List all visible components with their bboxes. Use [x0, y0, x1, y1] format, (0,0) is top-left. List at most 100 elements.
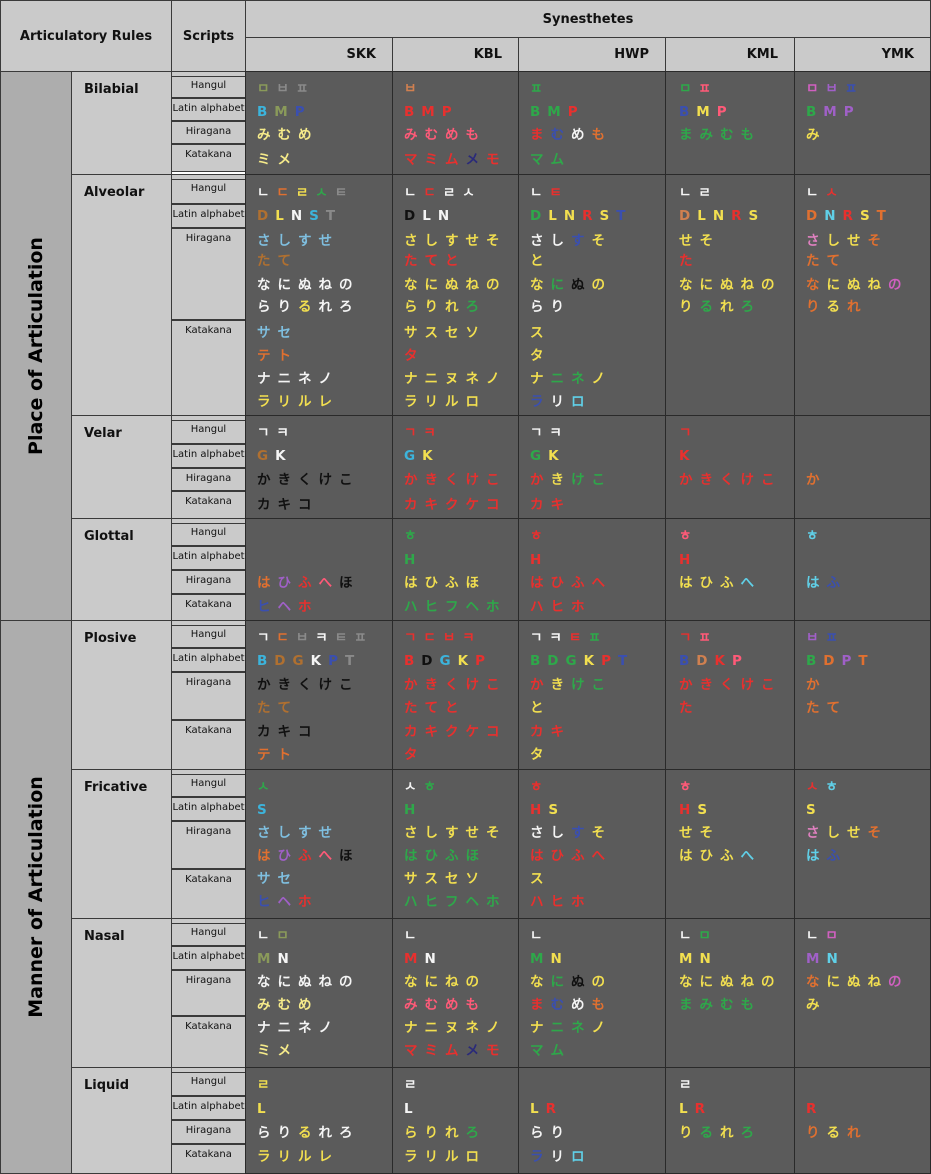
- grapheme: の: [339, 974, 353, 990]
- grapheme-line: L: [257, 1100, 273, 1118]
- grapheme: す: [445, 825, 459, 841]
- subject-header-hwp: HWP: [518, 37, 666, 72]
- grapheme: は: [404, 575, 418, 591]
- grapheme: P: [294, 104, 305, 120]
- grapheme: て: [424, 700, 439, 716]
- grapheme: ㅂ: [404, 81, 417, 97]
- script-cell-hiragana: Hiragana: [171, 970, 246, 1016]
- grapheme: ふ: [445, 848, 459, 864]
- grapheme-line: H: [679, 551, 697, 569]
- place-of-articulation-label: Place of Articulation: [25, 237, 47, 455]
- synesthete-cell-kml: [665, 415, 795, 519]
- grapheme: ㅍ: [698, 630, 711, 646]
- grapheme: ね: [445, 974, 459, 990]
- grapheme-line: サセ: [257, 324, 298, 342]
- grapheme: ふ: [826, 848, 841, 864]
- grapheme-line: ㅍ: [530, 80, 549, 98]
- synesthete-cell-kbl: [392, 1067, 519, 1174]
- grapheme: P: [475, 653, 485, 669]
- grapheme-line: さしすせ: [257, 232, 339, 250]
- grapheme: て: [826, 253, 841, 269]
- grapheme: コ: [298, 497, 312, 513]
- grapheme: す: [298, 825, 312, 841]
- grapheme: ㄴ: [530, 185, 543, 201]
- rule-glottal: Glottal: [71, 518, 172, 621]
- grapheme-line: タ: [404, 746, 425, 764]
- grapheme: ろ: [740, 1125, 755, 1141]
- grapheme: ホ: [571, 894, 585, 910]
- subject-header-skk: SKK: [245, 37, 393, 72]
- grapheme-line: カキコ: [257, 723, 319, 741]
- grapheme-line: りるれろ: [679, 298, 761, 316]
- grapheme: の: [339, 277, 353, 293]
- grapheme: ラ: [530, 1149, 544, 1165]
- grapheme: H: [530, 802, 542, 818]
- grapheme-line: らりるれろ: [257, 298, 360, 316]
- grapheme: ネ: [465, 371, 480, 387]
- grapheme: N: [437, 208, 450, 224]
- grapheme: に: [550, 974, 565, 990]
- script-cell-spacer: [171, 174, 246, 180]
- synesthete-cell-skk: [245, 518, 393, 621]
- script-label: Hangul: [190, 1076, 227, 1087]
- grapheme-line: さしせそ: [806, 824, 888, 842]
- rule-name: Fricative: [84, 780, 148, 795]
- script-label: Latin alphabet: [172, 449, 245, 460]
- grapheme-line: はひふほ: [404, 847, 486, 865]
- grapheme: ら: [530, 299, 544, 315]
- grapheme: ス: [530, 325, 544, 341]
- script-label: Hangul: [190, 424, 227, 435]
- grapheme: R: [731, 208, 742, 224]
- grapheme-line: さしすせそ: [404, 824, 507, 842]
- grapheme: キ: [424, 724, 439, 740]
- grapheme: B: [257, 653, 268, 669]
- grapheme: む: [277, 997, 292, 1013]
- grapheme-line: はひふへ: [530, 574, 612, 592]
- grapheme: く: [720, 677, 734, 693]
- grapheme: M: [679, 951, 693, 967]
- grapheme: も: [740, 127, 755, 143]
- grapheme: ト: [277, 348, 292, 364]
- grapheme: な: [404, 974, 418, 990]
- grapheme-line: か: [806, 471, 827, 489]
- grapheme: れ: [445, 299, 459, 315]
- grapheme-line: かきくけこ: [257, 471, 360, 489]
- grapheme: ㅁ: [276, 928, 289, 944]
- grapheme: S: [806, 802, 816, 818]
- grapheme: か: [404, 472, 418, 488]
- grapheme: マ: [530, 1043, 544, 1059]
- grapheme: さ: [257, 233, 271, 249]
- grapheme-line: ㅎ: [806, 527, 825, 545]
- grapheme: こ: [339, 677, 353, 693]
- grapheme: さ: [806, 825, 820, 841]
- grapheme: れ: [847, 1125, 861, 1141]
- grapheme: D: [421, 653, 433, 669]
- grapheme: ㅁ: [806, 81, 819, 97]
- grapheme-line: なにぬねの: [806, 276, 909, 294]
- grapheme: き: [424, 677, 439, 693]
- grapheme: の: [888, 277, 902, 293]
- grapheme: の: [591, 277, 606, 293]
- grapheme: ㅂ: [295, 630, 309, 646]
- grapheme: S: [257, 802, 267, 818]
- grapheme: り: [679, 1125, 693, 1141]
- grapheme: に: [699, 277, 714, 293]
- script-cell-hangul: Hangul: [171, 178, 246, 204]
- grapheme: へ: [591, 575, 606, 591]
- script-label: Hiragana: [185, 575, 232, 586]
- synesthete-cell-ymk: [794, 620, 931, 770]
- grapheme: セ: [277, 871, 292, 887]
- grapheme-line: らりるれろ: [257, 1124, 360, 1142]
- grapheme: は: [806, 575, 820, 591]
- grapheme: N: [550, 951, 562, 967]
- grapheme-line: はひふへ: [679, 574, 761, 592]
- grapheme: こ: [339, 472, 353, 488]
- grapheme: せ: [318, 233, 333, 249]
- grapheme: け: [571, 472, 585, 488]
- grapheme: ㅂ: [806, 630, 819, 646]
- grapheme: ミ: [257, 1043, 271, 1059]
- grapheme: こ: [591, 677, 606, 693]
